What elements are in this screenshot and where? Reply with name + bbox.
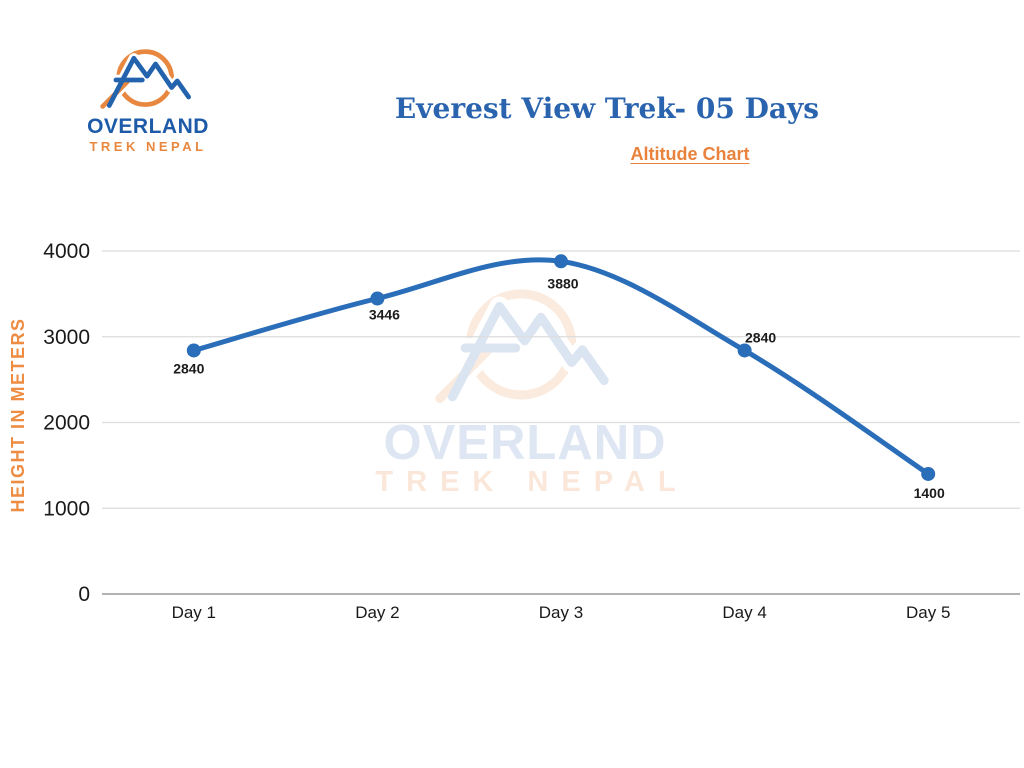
y-tick-label: 3000 <box>43 326 90 349</box>
data-point-label: 3446 <box>369 307 400 323</box>
data-point-label: 1400 <box>914 485 945 501</box>
mountain-logo-icon <box>99 49 194 112</box>
y-tick-label: 4000 <box>43 240 90 263</box>
data-point-label: 2840 <box>745 329 776 345</box>
brand-logo: OVERLAND TREK NEPAL <box>68 46 228 154</box>
brand-tagline: TREK NEPAL <box>89 139 207 154</box>
chart-subtitle: Altitude Chart <box>630 144 750 164</box>
y-axis-title: HEIGHT IN METERS <box>8 317 28 513</box>
data-point-marker <box>186 343 201 358</box>
data-point-marker <box>921 466 936 481</box>
data-point-marker <box>370 291 385 306</box>
x-tick-label: Day 4 <box>722 603 766 622</box>
data-point-label: 2840 <box>173 360 204 376</box>
x-tick-label: Day 2 <box>355 603 399 622</box>
x-tick-label: Day 3 <box>539 603 583 622</box>
y-tick-label: 1000 <box>43 497 90 520</box>
trend-line <box>191 257 931 477</box>
data-point-marker <box>554 254 568 269</box>
y-tick-label: 0 <box>78 583 90 606</box>
page-title: Everest View Trek- 05 Days <box>394 92 820 125</box>
data-point-marker <box>737 343 752 358</box>
y-tick-label: 2000 <box>43 412 90 435</box>
x-tick-label: Day 5 <box>906 603 950 622</box>
data-point-label: 3880 <box>547 275 578 291</box>
brand-name: OVERLAND <box>87 115 209 138</box>
x-tick-label: Day 1 <box>172 603 216 622</box>
